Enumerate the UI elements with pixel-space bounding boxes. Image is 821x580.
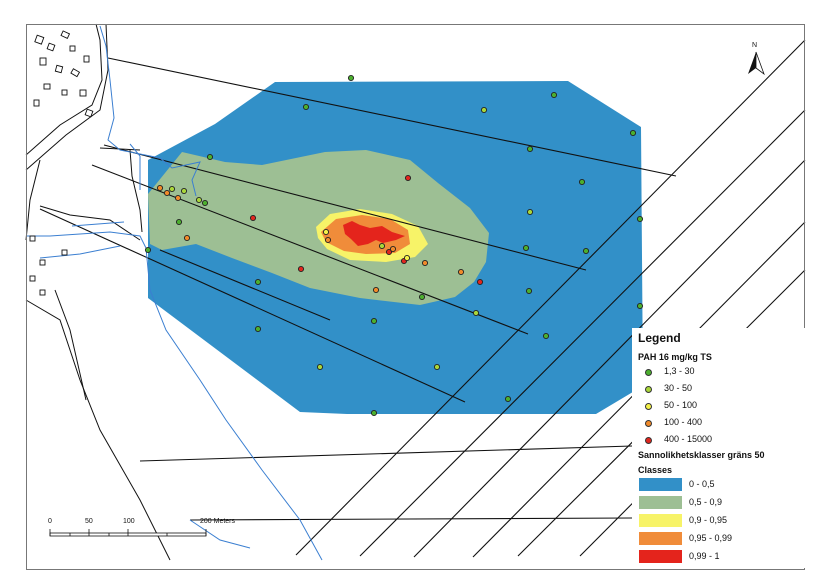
scale-label-100: 100 <box>123 518 135 525</box>
sample-point-14[interactable] <box>195 196 203 204</box>
points-heading: PAH 16 mg/kg TS <box>638 352 712 362</box>
probability-label: 0,99 - 1 <box>689 551 720 561</box>
scale-label-0: 0 <box>48 518 52 525</box>
sample-point-20[interactable] <box>183 234 191 242</box>
sample-point-36[interactable] <box>372 286 380 294</box>
sample-point-32[interactable] <box>297 265 305 273</box>
probability-swatch <box>639 514 682 527</box>
survey-lines <box>39 39 806 558</box>
sample-point-17[interactable] <box>175 218 183 226</box>
sample-points <box>144 74 644 417</box>
sample-point-9[interactable] <box>156 184 164 192</box>
point-class-label: 30 - 50 <box>664 383 693 393</box>
probability-label: 0,95 - 0,99 <box>689 533 733 543</box>
scale-label-50: 50 <box>85 518 93 525</box>
point-class-dot <box>645 403 652 410</box>
probability-label: 0,9 - 0,95 <box>689 515 728 525</box>
sample-point-39[interactable] <box>472 309 480 317</box>
sample-point-27[interactable] <box>403 254 411 262</box>
point-class-dot <box>645 369 652 376</box>
point-class-dot <box>645 437 652 444</box>
classes-label: Classes <box>638 465 673 475</box>
sample-point-3[interactable] <box>550 91 558 99</box>
sample-point-4[interactable] <box>629 129 637 137</box>
north-label: N <box>752 42 758 49</box>
legend: Legend PAH 16 mg/kg TS 1,3 - 30 30 - 50 … <box>632 328 815 568</box>
scale-label-200: 200 Meters <box>200 518 236 525</box>
sample-point-46[interactable] <box>504 395 512 403</box>
sample-point-12[interactable] <box>180 187 188 195</box>
sample-point-0[interactable] <box>347 74 355 82</box>
sample-point-35[interactable] <box>254 278 262 286</box>
sample-point-25[interactable] <box>389 245 397 253</box>
point-class-dot <box>645 386 652 393</box>
sample-point-43[interactable] <box>542 332 550 340</box>
sample-point-22[interactable] <box>324 236 332 244</box>
sample-point-6[interactable] <box>206 153 214 161</box>
river-lines <box>26 25 323 561</box>
sample-point-42[interactable] <box>254 325 262 333</box>
sample-point-30[interactable] <box>582 247 590 255</box>
north-arrow-icon <box>748 51 765 76</box>
legend-title: Legend <box>638 331 681 345</box>
sample-point-37[interactable] <box>418 293 426 301</box>
sample-point-19[interactable] <box>636 215 644 223</box>
sample-point-2[interactable] <box>480 106 488 114</box>
scale-bar: 0 50 100 200 Meters <box>44 518 274 542</box>
sample-point-44[interactable] <box>316 363 324 371</box>
sample-point-11[interactable] <box>168 185 176 193</box>
sample-point-28[interactable] <box>421 259 429 267</box>
point-class-label: 1,3 - 30 <box>664 366 695 376</box>
sample-point-23[interactable] <box>378 242 386 250</box>
point-class-dot <box>645 420 652 427</box>
sample-point-31[interactable] <box>144 246 152 254</box>
sample-point-45[interactable] <box>433 363 441 371</box>
sample-point-13[interactable] <box>174 194 182 202</box>
sample-point-15[interactable] <box>201 199 209 207</box>
north-arrow: N <box>744 42 768 78</box>
sample-point-24[interactable] <box>385 248 393 256</box>
sample-point-16[interactable] <box>249 214 257 222</box>
sample-point-34[interactable] <box>476 278 484 286</box>
sample-point-21[interactable] <box>322 228 330 236</box>
sample-point-1[interactable] <box>302 103 310 111</box>
probability-swatch <box>639 496 682 509</box>
probability-heading: Sannolikhetsklasser gräns 50 <box>638 450 765 460</box>
sample-point-40[interactable] <box>636 302 644 310</box>
probability-swatch <box>639 550 682 563</box>
sample-point-47[interactable] <box>370 409 378 417</box>
sample-point-7[interactable] <box>404 174 412 182</box>
point-class-label: 400 - 15000 <box>664 434 713 444</box>
sample-point-10[interactable] <box>163 189 171 197</box>
sample-point-5[interactable] <box>526 145 534 153</box>
point-class-label: 100 - 400 <box>664 417 703 427</box>
scale-bar-graphic <box>49 529 207 537</box>
probability-label: 0,5 - 0,9 <box>689 497 723 507</box>
probability-label: 0 - 0,5 <box>689 479 715 489</box>
sample-point-18[interactable] <box>526 208 534 216</box>
sample-point-8[interactable] <box>578 178 586 186</box>
probability-area-0.99-1 <box>343 221 405 246</box>
sample-point-29[interactable] <box>522 244 530 252</box>
probability-swatch <box>639 532 682 545</box>
sample-point-41[interactable] <box>370 317 378 325</box>
sample-point-38[interactable] <box>525 287 533 295</box>
probability-swatch <box>639 478 682 491</box>
building-outlines <box>29 30 94 296</box>
point-class-label: 50 - 100 <box>664 400 698 410</box>
sample-point-33[interactable] <box>457 268 465 276</box>
